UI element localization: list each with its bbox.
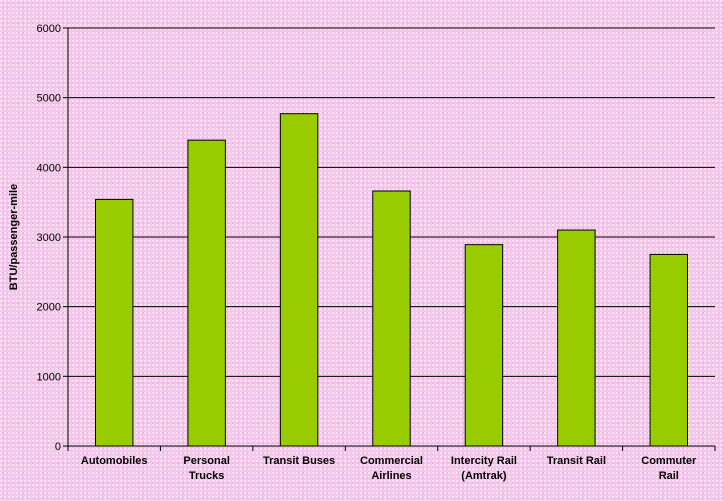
axes — [63, 27, 716, 451]
x-tick-label: Transit Rail — [547, 455, 606, 467]
bar — [94, 198, 134, 447]
y-axis-title: BTU/passenger-mile — [8, 184, 20, 290]
y-tick-labels: 0 1000 2000 3000 4000 5000 6000 — [37, 23, 61, 453]
x-tick-label: Personal Trucks — [183, 455, 229, 482]
bars — [94, 113, 689, 447]
x-tick-labels: Automobiles Personal Trucks Transit Buses Co… — [81, 455, 697, 482]
x-tick-label: Transit Buses — [263, 455, 335, 467]
bar — [187, 139, 226, 447]
bar — [464, 244, 504, 447]
x-tick-label: Commuter Rail — [641, 455, 697, 482]
y-tick-label: 3000 — [37, 232, 61, 244]
y-tick-label: 1000 — [37, 371, 61, 383]
y-tick-label: 6000 — [37, 23, 61, 35]
bar — [372, 190, 411, 447]
bar — [557, 229, 596, 447]
bar — [649, 253, 689, 447]
y-tick-label: 5000 — [37, 93, 61, 105]
x-tick-label: Automobiles — [81, 455, 148, 467]
x-tick-label: Commercial Airlines — [360, 455, 423, 482]
y-tick-label: 0 — [55, 441, 61, 453]
y-tick-label: 2000 — [37, 302, 61, 314]
y-tick-label: 4000 — [37, 162, 61, 174]
x-tick-label: Intercity Rail (Amtrak) — [451, 455, 517, 482]
bar — [279, 113, 319, 447]
